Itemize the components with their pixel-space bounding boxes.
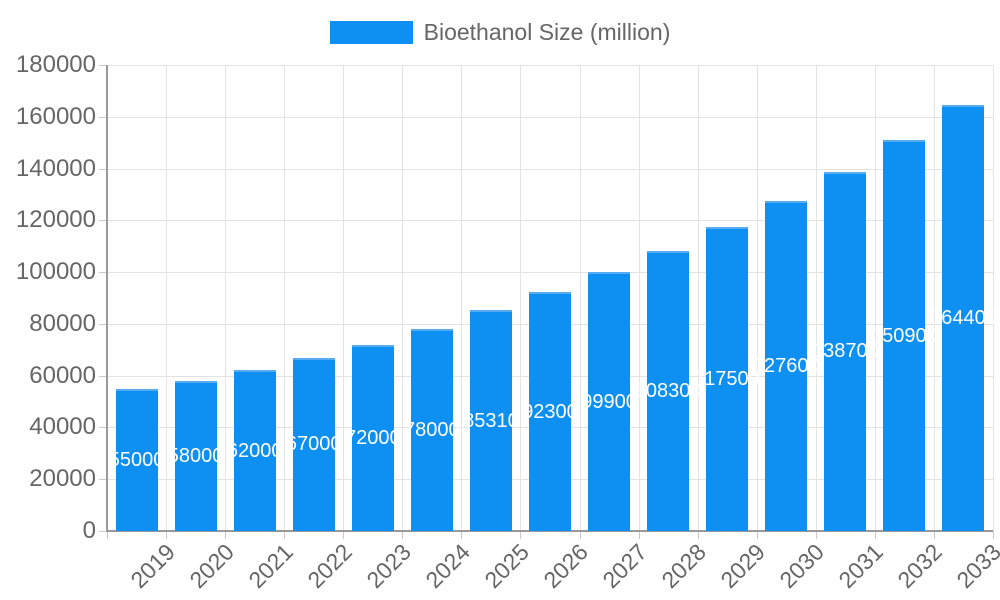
x-grid-line <box>166 65 168 531</box>
x-grid-line <box>756 65 758 531</box>
legend-label: Bioethanol Size (million) <box>423 19 671 45</box>
x-axis-tick <box>461 531 463 539</box>
bar[interactable] <box>883 140 926 531</box>
x-axis-tick <box>697 531 699 539</box>
x-axis-tick <box>520 531 522 539</box>
y-axis-tick <box>99 168 107 170</box>
x-grid-line <box>993 65 994 531</box>
y-tick-label: 0 <box>82 517 96 544</box>
x-axis-tick <box>166 531 168 539</box>
y-axis-line <box>106 65 108 531</box>
x-tick-label: 2019 <box>124 538 180 594</box>
y-tick-label: 40000 <box>29 413 96 441</box>
y-axis-tick <box>99 116 107 118</box>
x-grid-line <box>638 65 640 531</box>
x-grid-line <box>225 65 227 531</box>
x-axis-tick <box>993 531 994 539</box>
x-axis-tick <box>225 531 227 539</box>
x-grid-line <box>933 65 935 531</box>
x-axis-tick <box>107 531 108 539</box>
bar[interactable] <box>469 310 512 531</box>
x-grid-line <box>697 65 699 531</box>
y-axis-tick <box>99 427 107 429</box>
y-axis-tick <box>99 220 107 222</box>
y-tick-label: 100000 <box>15 258 96 286</box>
x-axis-tick <box>579 531 581 539</box>
bar[interactable] <box>588 272 631 531</box>
y-tick-label: 80000 <box>29 309 96 337</box>
legend[interactable]: Bioethanol Size (million) <box>0 18 1000 46</box>
bar[interactable] <box>529 292 571 531</box>
x-axis-line <box>106 530 993 532</box>
x-axis-tick <box>343 531 345 539</box>
x-grid-line <box>284 65 286 531</box>
x-axis-tick <box>638 531 640 539</box>
y-tick-label: 180000 <box>15 51 96 78</box>
y-tick-label: 160000 <box>15 102 96 130</box>
y-grid-line <box>107 220 993 222</box>
bar[interactable] <box>706 226 749 531</box>
y-axis-tick <box>99 65 107 66</box>
x-grid-line <box>343 65 345 531</box>
y-tick-label: 140000 <box>15 154 96 182</box>
y-tick-label: 20000 <box>29 465 96 493</box>
x-axis-tick <box>284 531 286 539</box>
x-grid-line <box>815 65 817 531</box>
y-grid-line <box>107 65 993 66</box>
x-axis-tick <box>933 531 935 539</box>
bar[interactable] <box>115 388 158 531</box>
y-axis-tick <box>99 272 107 274</box>
x-axis-tick <box>874 531 876 539</box>
y-axis-tick <box>99 479 107 481</box>
bar[interactable] <box>765 200 808 531</box>
y-grid-line <box>107 272 993 274</box>
bar[interactable] <box>174 380 217 531</box>
y-grid-line <box>107 168 993 170</box>
x-grid-line <box>461 65 463 531</box>
x-grid-line <box>579 65 581 531</box>
bar[interactable] <box>942 105 985 531</box>
y-tick-label: 60000 <box>29 361 96 389</box>
bar[interactable] <box>233 370 276 531</box>
x-grid-line <box>520 65 522 531</box>
x-axis-tick <box>402 531 404 539</box>
y-axis-tick <box>99 531 107 532</box>
y-grid-line <box>107 116 993 118</box>
bar[interactable] <box>292 357 335 531</box>
bar[interactable] <box>647 250 690 531</box>
x-grid-line <box>874 65 876 531</box>
legend-swatch-icon <box>329 20 413 44</box>
y-tick-label: 120000 <box>15 206 96 234</box>
x-axis-tick <box>756 531 758 539</box>
bar[interactable] <box>351 344 394 531</box>
y-axis-tick <box>99 323 107 325</box>
x-grid-line <box>402 65 404 531</box>
y-axis-tick <box>99 375 107 377</box>
bar[interactable] <box>410 329 453 531</box>
x-axis-tick <box>815 531 817 539</box>
bar[interactable] <box>824 171 867 531</box>
